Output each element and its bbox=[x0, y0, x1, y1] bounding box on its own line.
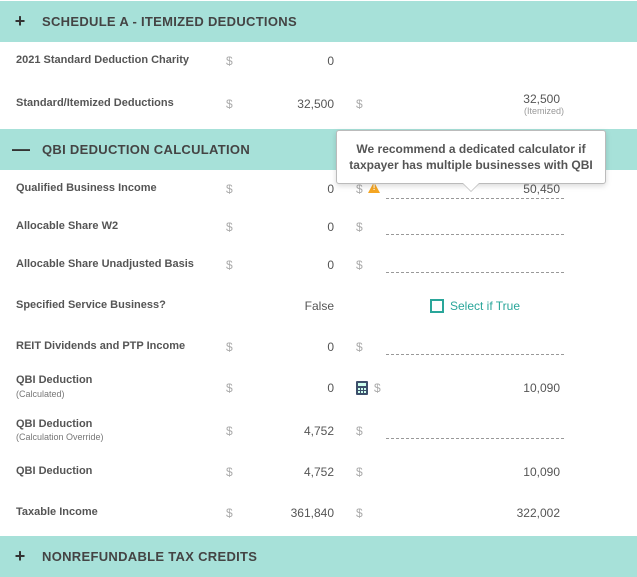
label: QBI Deduction (Calculated) bbox=[16, 374, 226, 402]
col1-value: 0 bbox=[256, 182, 356, 196]
expand-icon[interactable]: + bbox=[12, 11, 28, 32]
label: Taxable Income bbox=[16, 506, 226, 520]
ssb-checkbox-label: Select if True bbox=[450, 299, 520, 313]
label: Standard/Itemized Deductions bbox=[16, 97, 226, 111]
col1-value: 4,752 bbox=[256, 465, 356, 479]
col1-value: 0 bbox=[256, 340, 356, 354]
qbi-override-input[interactable] bbox=[386, 423, 564, 439]
col2-cell: 10,090 bbox=[386, 381, 564, 395]
reit-ptp-input[interactable] bbox=[386, 339, 564, 355]
currency-symbol: $ bbox=[356, 220, 386, 234]
col2-note: (Itemized) bbox=[386, 106, 564, 116]
col2-cell[interactable] bbox=[386, 339, 564, 355]
credits-header[interactable]: + NONREFUNDABLE TAX CREDITS bbox=[0, 535, 637, 577]
currency-symbol: $ bbox=[356, 424, 386, 438]
row-std-charity: 2021 Standard Deduction Charity $ 0 bbox=[0, 42, 637, 80]
currency-symbol: $ bbox=[356, 258, 386, 272]
alloc-basis-input[interactable] bbox=[386, 257, 564, 273]
collapse-icon[interactable]: — bbox=[12, 139, 28, 160]
currency-symbol: $ bbox=[226, 182, 256, 196]
currency-symbol: $ bbox=[356, 340, 386, 354]
col1-value: 0 bbox=[256, 258, 356, 272]
credits-title: NONREFUNDABLE TAX CREDITS bbox=[42, 549, 257, 564]
col2-cell: 32,500 (Itemized) bbox=[386, 92, 564, 116]
row-qbi-final: QBI Deduction $ 4,752 $ 10,090 bbox=[0, 453, 637, 491]
schedule-a-header[interactable]: + SCHEDULE A - ITEMIZED DEDUCTIONS bbox=[0, 0, 637, 42]
col1-value: 4,752 bbox=[256, 424, 356, 438]
schedule-a-title: SCHEDULE A - ITEMIZED DEDUCTIONS bbox=[42, 14, 297, 29]
row-ssb: Specified Service Business? False Select… bbox=[0, 284, 637, 328]
expand-icon[interactable]: + bbox=[12, 546, 28, 567]
currency-symbol: $ bbox=[356, 465, 386, 479]
label: Specified Service Business? bbox=[16, 299, 226, 313]
currency-symbol: $ bbox=[356, 97, 386, 111]
col2-value: 322,002 bbox=[386, 506, 564, 520]
sublabel: (Calculated) bbox=[16, 389, 65, 399]
currency-symbol: $ bbox=[226, 220, 256, 234]
row-std-itemized: Standard/Itemized Deductions $ 32,500 $ … bbox=[0, 80, 637, 128]
col1-value: 361,840 bbox=[256, 506, 356, 520]
col2-cell[interactable] bbox=[386, 423, 564, 439]
col2-cell: 322,002 bbox=[386, 506, 564, 520]
col2-value: 10,090 bbox=[386, 465, 564, 479]
currency-symbol: $ bbox=[356, 182, 386, 196]
col2-cell[interactable] bbox=[386, 257, 564, 273]
label: Allocable Share W2 bbox=[16, 220, 226, 234]
row-taxable-income: Taxable Income $ 361,840 $ 322,002 bbox=[0, 491, 637, 535]
label: Qualified Business Income bbox=[16, 182, 226, 196]
currency-symbol: $ bbox=[226, 506, 256, 520]
row-reit-ptp: REIT Dividends and PTP Income $ 0 $ bbox=[0, 328, 637, 366]
currency-symbol: $ bbox=[226, 54, 256, 68]
currency-symbol: $ bbox=[226, 340, 256, 354]
qbi-warning-tooltip: We recommend a dedicated calculator if t… bbox=[336, 130, 606, 184]
label: REIT Dividends and PTP Income bbox=[16, 340, 226, 354]
label: QBI Deduction bbox=[16, 465, 226, 479]
col2-cell: Select if True bbox=[386, 299, 564, 313]
currency-symbol: $ bbox=[356, 506, 386, 520]
currency-symbol: $ bbox=[226, 465, 256, 479]
sublabel: (Calculation Override) bbox=[16, 432, 104, 442]
row-qbi-override: QBI Deduction (Calculation Override) $ 4… bbox=[0, 410, 637, 454]
label: QBI Deduction (Calculation Override) bbox=[16, 418, 226, 446]
calculator-icon[interactable] bbox=[356, 381, 368, 395]
col1-value: 32,500 bbox=[256, 97, 356, 111]
row-alloc-basis: Allocable Share Unadjusted Basis $ 0 $ bbox=[0, 246, 637, 284]
tax-worksheet: { "colors": { "section_bg": "#a7e1d9", "… bbox=[0, 0, 637, 577]
label: 2021 Standard Deduction Charity bbox=[16, 54, 226, 68]
currency-symbol: $ bbox=[226, 97, 256, 111]
row-qbi-calc: QBI Deduction (Calculated) $ 0 $ 10,090 bbox=[0, 366, 637, 410]
col2-cell[interactable] bbox=[386, 219, 564, 235]
currency-symbol: $ bbox=[226, 381, 256, 395]
label: Allocable Share Unadjusted Basis bbox=[16, 258, 226, 272]
currency-symbol: $ bbox=[226, 258, 256, 272]
qbi-title: QBI DEDUCTION CALCULATION bbox=[42, 142, 250, 157]
row-alloc-w2: Allocable Share W2 $ 0 $ bbox=[0, 208, 637, 246]
col1-value: 0 bbox=[256, 220, 356, 234]
col2-value: 32,500 bbox=[386, 92, 564, 106]
ssb-checkbox[interactable] bbox=[430, 299, 444, 313]
col1-value: 0 bbox=[256, 381, 356, 395]
col2-value: 10,090 bbox=[386, 381, 564, 395]
col2-cell: 10,090 bbox=[386, 465, 564, 479]
currency-symbol: $ bbox=[226, 424, 256, 438]
col1-value: 0 bbox=[256, 54, 356, 68]
alloc-w2-input[interactable] bbox=[386, 219, 564, 235]
col2-prefix: $ bbox=[356, 381, 386, 395]
col1-value: False bbox=[256, 299, 356, 313]
